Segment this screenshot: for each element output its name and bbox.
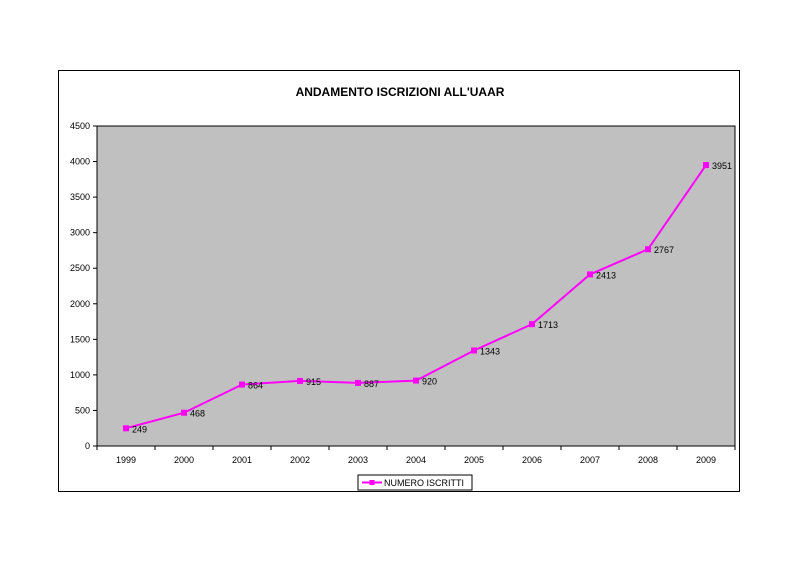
data-label: 2767 xyxy=(654,245,674,255)
y-tick-label: 4000 xyxy=(70,157,90,167)
data-point xyxy=(181,409,187,416)
data-label: 920 xyxy=(422,377,437,387)
x-tick-label: 2002 xyxy=(290,455,310,465)
axes: 0 500 1000 1500 2000 2500 3000 3500 4000 4500 1999… xyxy=(70,121,736,465)
x-tick-label: 2009 xyxy=(696,455,716,465)
x-tick-label: 2006 xyxy=(522,455,542,465)
data-label: 2413 xyxy=(596,270,616,280)
y-tick-label: 1000 xyxy=(70,370,90,380)
y-tick-label: 4500 xyxy=(70,121,90,131)
data-label: 915 xyxy=(306,377,321,387)
chart-title: ANDAMENTO ISCRIZIONI ALL'UAAR xyxy=(296,85,505,99)
line-chart: ANDAMENTO ISCRIZIONI ALL'UAAR 0 500 1000 15… xyxy=(70,85,736,491)
plot-area xyxy=(96,125,736,447)
data-point xyxy=(587,271,593,278)
data-point xyxy=(703,162,709,169)
y-tick-label: 0 xyxy=(85,441,90,451)
data-label: 864 xyxy=(248,381,263,391)
data-point xyxy=(239,381,245,388)
data-point xyxy=(645,246,651,253)
x-tick-label: 2003 xyxy=(348,455,368,465)
chart-frame: ANDAMENTO ISCRIZIONI ALL'UAAR 0 500 1000 15… xyxy=(58,70,740,492)
legend-marker xyxy=(369,480,375,485)
data-point xyxy=(355,379,361,386)
x-tick-label: 2007 xyxy=(580,455,600,465)
x-tick-label: 2000 xyxy=(174,455,194,465)
x-tick-label: 2008 xyxy=(638,455,658,465)
data-label: 887 xyxy=(364,379,379,389)
data-label: 249 xyxy=(132,424,147,434)
data-point xyxy=(123,425,129,432)
legend: NUMERO ISCRITTI xyxy=(357,474,473,491)
y-tick-label: 2500 xyxy=(70,263,90,273)
y-tick-label: 3500 xyxy=(70,192,90,202)
data-point xyxy=(471,347,477,354)
data-label: 1713 xyxy=(538,320,558,330)
x-tick-label: 1999 xyxy=(116,455,136,465)
data-point xyxy=(529,321,535,328)
data-label: 3951 xyxy=(712,161,732,171)
legend-label: NUMERO ISCRITTI xyxy=(384,478,464,488)
y-tick-label: 3000 xyxy=(70,228,90,238)
y-tick-label: 2000 xyxy=(70,299,90,309)
data-point xyxy=(297,377,303,384)
y-tick-label: 500 xyxy=(75,405,90,415)
data-point xyxy=(413,377,419,384)
x-tick-label: 2001 xyxy=(232,455,252,465)
x-tick-label: 2004 xyxy=(406,455,426,465)
legend-box xyxy=(357,474,473,491)
y-tick-label: 1500 xyxy=(70,334,90,344)
x-tick-label: 2005 xyxy=(464,455,484,465)
data-label: 1343 xyxy=(480,346,500,356)
series-group: 249 468 864 915 887 920 1343 1713 2413 2767 3951 xyxy=(123,161,732,434)
data-label: 468 xyxy=(190,409,205,419)
